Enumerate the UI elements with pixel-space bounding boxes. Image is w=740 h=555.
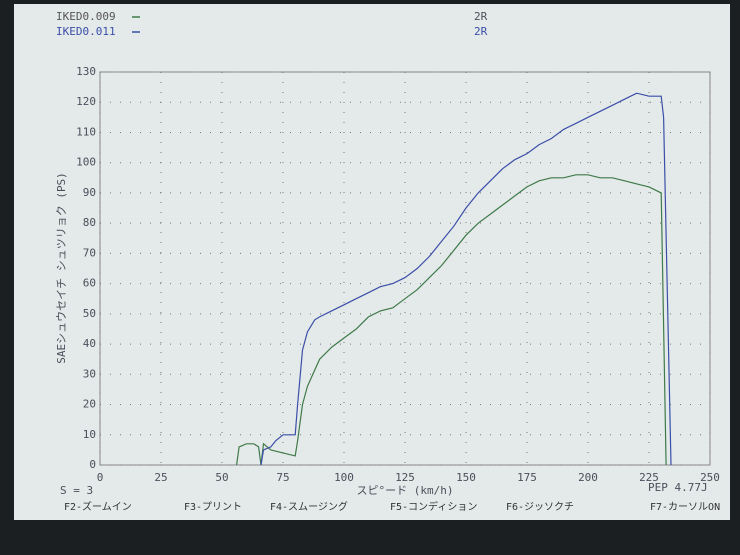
y-tick-label: 0 — [89, 458, 96, 471]
y-tick-label: 80 — [83, 216, 96, 229]
menu-item: F3-プリント — [184, 501, 242, 513]
x-tick-label: 100 — [334, 471, 354, 484]
data-line — [260, 92, 672, 466]
x-tick-label: 225 — [639, 471, 659, 484]
legend-label: IKED0.009 — [56, 10, 116, 23]
x-tick-label: 75 — [276, 471, 289, 484]
y-tick-label: 40 — [83, 337, 96, 350]
y-tick-label: 30 — [83, 367, 96, 380]
menu-item: F5-コンディション — [390, 500, 477, 513]
y-tick-label: 130 — [76, 65, 96, 78]
x-tick-label: 50 — [215, 471, 228, 484]
y-tick-label: 100 — [76, 156, 96, 169]
y-tick-label: 120 — [76, 95, 96, 108]
y-tick-label: 110 — [76, 125, 96, 138]
annotation: 2R — [474, 25, 488, 38]
menu-item: F6-ジッソクチ — [506, 501, 574, 513]
y-tick-label: 90 — [83, 186, 96, 199]
status-smoothing: S = 3 — [60, 484, 93, 497]
y-axis-label: SAEシュウセイチ シュツリョク (PS) — [55, 172, 68, 364]
y-tick-label: 10 — [83, 428, 96, 441]
x-tick-label: 25 — [154, 471, 167, 484]
menu-item: F7-カーソルON — [650, 501, 720, 513]
y-tick-label: 70 — [83, 246, 96, 259]
x-tick-label: 200 — [578, 471, 598, 484]
data-line — [236, 174, 667, 466]
y-tick-label: 60 — [83, 277, 96, 290]
legend-label: IKED0.011 — [56, 25, 116, 38]
x-tick-label: 250 — [700, 471, 720, 484]
x-axis-label: スピ°ード (km/h) — [357, 484, 454, 497]
x-tick-label: 175 — [517, 471, 537, 484]
menu-item: F2-ズームイン — [64, 500, 132, 513]
x-tick-label: 125 — [395, 471, 415, 484]
x-tick-label: 150 — [456, 471, 476, 484]
menu-item: F4-スムージング — [270, 500, 348, 513]
y-tick-label: 20 — [83, 398, 96, 411]
screen — [14, 4, 730, 520]
x-tick-label: 0 — [97, 471, 104, 484]
y-tick-label: 50 — [83, 307, 96, 320]
status-pep: PEP 4.77J — [648, 481, 708, 494]
annotation: 2R — [474, 10, 488, 23]
